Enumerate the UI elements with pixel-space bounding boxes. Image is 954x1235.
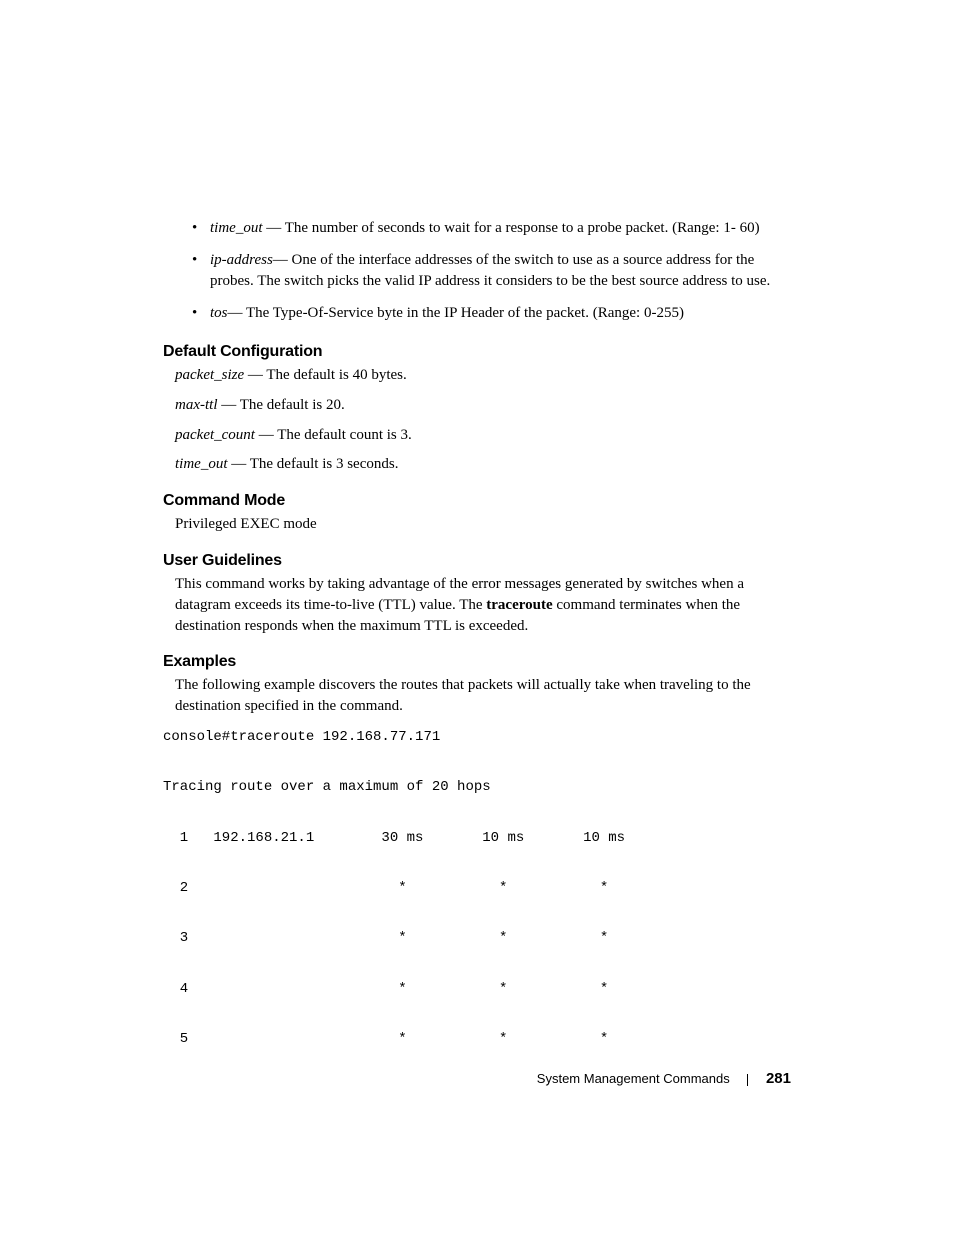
bullet-time-out: time_out — The number of seconds to wait…	[210, 218, 791, 238]
rest: — The default is 20.	[218, 397, 345, 413]
heading-examples: Examples	[163, 653, 791, 671]
console-output: console#traceroute 192.168.77.171 Tracin…	[163, 725, 791, 1052]
footer-page-number: 281	[766, 1070, 791, 1087]
term: time_out	[210, 220, 263, 236]
term: packet_count	[175, 427, 255, 443]
default-line-2: packet_count — The default count is 3.	[175, 425, 791, 447]
bullet-text: — The number of seconds to wait for a re…	[263, 220, 760, 236]
rest: — The default count is 3.	[255, 427, 412, 443]
default-line-1: max-ttl — The default is 20.	[175, 395, 791, 417]
bullet-tos: tos— The Type-Of-Service byte in the IP …	[210, 303, 791, 323]
rest: — The default is 3 seconds.	[228, 456, 399, 472]
term: max-ttl	[175, 397, 218, 413]
heading-command-mode: Command Mode	[163, 492, 791, 510]
page-footer: System Management Commands 281	[537, 1070, 791, 1087]
bullet-text: — One of the interface addresses of the …	[210, 252, 770, 288]
footer-section: System Management Commands	[537, 1071, 730, 1086]
parameter-bullets: time_out — The number of seconds to wait…	[163, 218, 791, 323]
footer-separator	[747, 1074, 748, 1086]
ug-bold: traceroute	[486, 597, 552, 613]
command-mode-text: Privileged EXEC mode	[175, 514, 791, 536]
heading-user-guidelines: User Guidelines	[163, 552, 791, 570]
bullet-ip-address: ip-address— One of the interface address…	[210, 250, 791, 291]
rest: — The default is 40 bytes.	[244, 367, 407, 383]
term: tos	[210, 305, 228, 321]
default-line-3: time_out — The default is 3 seconds.	[175, 454, 791, 476]
term: time_out	[175, 456, 228, 472]
user-guidelines-text: This command works by taking advantage o…	[175, 574, 791, 637]
examples-intro: The following example discovers the rout…	[175, 675, 791, 717]
document-page: time_out — The number of seconds to wait…	[0, 0, 954, 1235]
term: ip-address	[210, 252, 273, 268]
default-line-0: packet_size — The default is 40 bytes.	[175, 365, 791, 387]
bullet-text: — The Type-Of-Service byte in the IP Hea…	[228, 305, 684, 321]
term: packet_size	[175, 367, 244, 383]
heading-default-config: Default Configuration	[163, 343, 791, 361]
